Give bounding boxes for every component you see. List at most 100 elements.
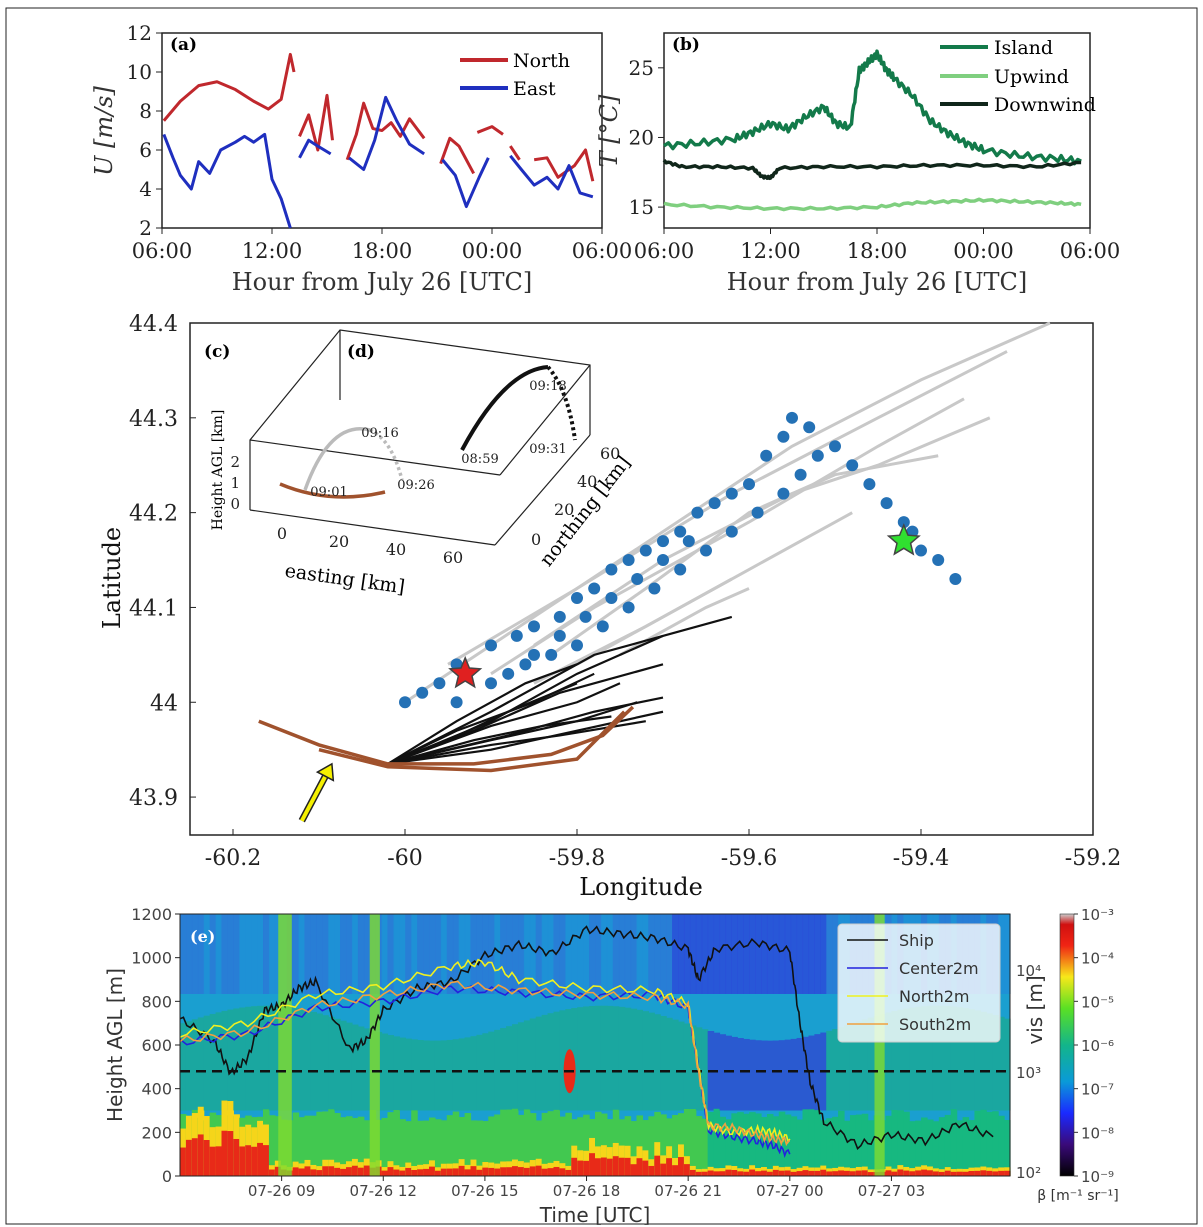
heatmap-cell [950, 1171, 958, 1176]
colorbar-label: β [m⁻¹ sr⁻¹] [1037, 1188, 1118, 1204]
position-dot [751, 506, 764, 519]
series-east-segment [298, 138, 332, 159]
position-dot [811, 449, 824, 462]
heatmap-cell [743, 1038, 750, 1111]
panel-a: 2 4 6 8 10 12 06:00 12:00 18:00 00:00 06:00 (a) H… [90, 21, 632, 296]
heatmap-cell [417, 914, 424, 994]
heatmap-cell [529, 1113, 537, 1176]
heatmap-cell [660, 914, 667, 994]
heatmap-cell [921, 1169, 928, 1176]
position-dot [897, 516, 910, 529]
northing-tick-label: 0 [531, 530, 541, 549]
heatmap-cell [381, 1117, 389, 1176]
heatmap-cell [571, 1157, 578, 1176]
y-tick-label: 200 [141, 1123, 172, 1142]
position-dot [657, 535, 669, 548]
heatmap-cell [915, 1170, 922, 1176]
heatmap-cell [517, 1022, 525, 1111]
heatmap-cell [725, 914, 732, 994]
heatmap-cell [897, 1169, 904, 1176]
heatmap-cell [506, 1026, 513, 1111]
heatmap-cell [346, 914, 353, 994]
heatmap-cell [452, 1039, 460, 1111]
heatmap-cell [458, 914, 466, 994]
heatmap-cell [630, 1008, 638, 1111]
heatmap-cell [986, 1170, 993, 1176]
position-dot [829, 440, 841, 453]
heatmap-cell [891, 1171, 898, 1176]
heatmap-cell [855, 1021, 863, 1111]
heatmap-cell [357, 1026, 365, 1111]
heatmap-cell [191, 1019, 199, 1111]
position-dot [485, 639, 497, 652]
heatmap-cell [713, 1108, 721, 1176]
heatmap-cell [310, 1011, 317, 1111]
heatmap-cell [340, 1117, 347, 1176]
series-upwind [663, 197, 1082, 212]
heatmap-cell [998, 1170, 1005, 1176]
heatmap-cell [707, 1170, 715, 1176]
position-dot [743, 478, 755, 491]
heatmap-cell [1004, 1170, 1011, 1176]
heatmap-cell [749, 914, 756, 994]
heatmap-cell [245, 1145, 252, 1176]
heatmap-cell [838, 1110, 845, 1176]
heatmap-cell [268, 914, 276, 994]
heatmap-cell [974, 1170, 981, 1176]
black-trajectory [387, 720, 646, 765]
heatmap-cell [180, 1147, 187, 1176]
annotation-0926: 09:26 [397, 478, 434, 493]
heatmap-cell [642, 1120, 649, 1176]
heatmap-cell [743, 1171, 750, 1176]
heatmap-cell [565, 914, 572, 994]
heatmap-cell [405, 914, 412, 994]
y-tick-label: 1200 [131, 905, 172, 924]
heatmap-cell [683, 1023, 691, 1111]
heatmap-cell [512, 914, 519, 994]
heatmap-cell [565, 1112, 572, 1176]
position-dot [553, 629, 566, 642]
gray-trajectory [550, 454, 939, 657]
heatmap-cell [180, 914, 187, 994]
legend-south2m-label: South2m [899, 1015, 971, 1034]
heatmap-cell [612, 1109, 620, 1176]
heatmap-cell [689, 1025, 697, 1111]
heatmap-cell [334, 1167, 341, 1176]
heatmap-cell [755, 1171, 762, 1176]
heatmap-cell [191, 914, 199, 994]
position-dot [502, 667, 515, 680]
heatmap-cell [932, 1005, 940, 1111]
heatmap-cell [962, 1117, 970, 1176]
heatmap-cell [731, 1036, 738, 1111]
position-dot [579, 610, 592, 623]
panel-e-label: (e) [190, 927, 215, 946]
y-tick-label: 4 [139, 177, 152, 201]
heatmap-cell [844, 1025, 851, 1111]
heatmap-cell [849, 1023, 857, 1111]
position-dot [915, 544, 927, 557]
heatmap-cell [351, 1117, 359, 1176]
heatmap-cell [903, 1111, 910, 1176]
heatmap-cell [191, 1138, 199, 1176]
heatmap-cell [559, 1010, 566, 1111]
gray-trajectory [404, 321, 1051, 704]
heatmap-cell [429, 1117, 436, 1176]
position-dot [949, 573, 962, 585]
heatmap-cell [470, 914, 478, 994]
heatmap-cell [263, 1145, 270, 1176]
position-dot [777, 487, 790, 500]
heatmap-cell [346, 1116, 353, 1176]
heatmap-cell [577, 1160, 584, 1176]
heatmap-cell [802, 1170, 810, 1176]
heatmap-cell [304, 914, 312, 994]
heatmap-cell [209, 914, 217, 994]
heatmap-cell [743, 914, 750, 994]
heatmap-cell [832, 1171, 839, 1176]
x-tick-label: 12:00 [242, 239, 303, 263]
heatmap-cell [648, 1116, 655, 1176]
x-tick-label: 06:00 [132, 239, 193, 263]
heatmap-cell [363, 1028, 371, 1111]
heatmap-cell [464, 1113, 472, 1176]
series-north-segment [298, 93, 334, 152]
